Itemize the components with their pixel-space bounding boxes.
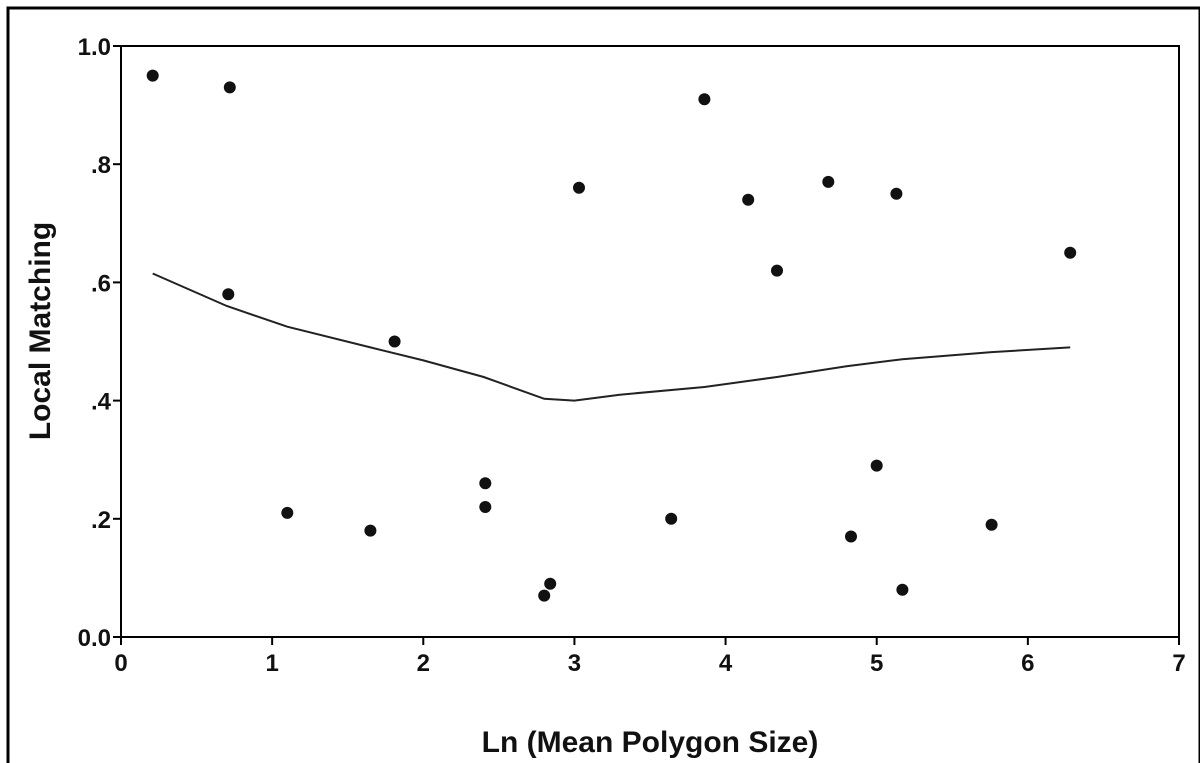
y-tick-label: .6: [91, 270, 111, 297]
data-point-12: [665, 512, 678, 525]
data-point-17: [845, 530, 857, 543]
data-point-8: [479, 501, 492, 513]
outer-border: [6, 6, 1200, 763]
data-point-19: [890, 187, 903, 200]
data-point-14: [742, 193, 755, 206]
points-layer: [146, 69, 1077, 602]
fit-line-layer: [152, 272, 1071, 402]
x-axis-title: Ln (Mean Polygon Size): [482, 726, 819, 759]
data-point-15: [771, 264, 783, 277]
fit-line: [152, 272, 1071, 402]
data-point-7: [479, 477, 492, 490]
x-tick-label: 0: [114, 650, 127, 677]
y-axis-title: Local Matching: [24, 222, 57, 440]
x-tick-label: 1: [265, 650, 278, 677]
y-tick-label: .2: [91, 507, 111, 534]
x-tick-label: 2: [417, 650, 430, 677]
y-tick-label: .4: [91, 389, 112, 416]
y-tick-label: 1.0: [78, 34, 111, 61]
y-axis: 0.0 .2 .4 .6 .8 1.0: [78, 34, 121, 652]
data-point-9: [538, 589, 551, 602]
y-tick-label: .8: [91, 152, 111, 179]
data-point-21: [985, 518, 998, 531]
plot-area-border: [120, 45, 1180, 638]
data-point-16: [822, 175, 835, 188]
data-point-11: [573, 181, 585, 194]
data-point-6: [388, 335, 401, 348]
data-point-2: [223, 81, 236, 94]
y-tick-label: 0.0: [78, 625, 111, 652]
data-point-5: [364, 524, 377, 537]
x-tick-label: 6: [1021, 650, 1034, 677]
data-point-4: [281, 506, 294, 519]
data-point-18: [870, 459, 883, 472]
data-point-1: [146, 69, 159, 82]
x-tick-label: 4: [719, 650, 733, 677]
x-tick-label: 7: [1172, 650, 1185, 677]
data-point-22: [1064, 246, 1077, 259]
data-point-3: [222, 288, 235, 301]
data-point-10: [544, 577, 557, 590]
x-axis: 0 1 2 3 4 5 6 7: [114, 637, 1186, 677]
x-tick-label: 5: [870, 650, 883, 677]
data-point-20: [896, 583, 909, 596]
data-point-13: [698, 93, 711, 106]
x-tick-label: 3: [568, 650, 581, 677]
